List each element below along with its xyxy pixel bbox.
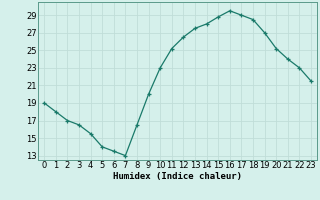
X-axis label: Humidex (Indice chaleur): Humidex (Indice chaleur) bbox=[113, 172, 242, 181]
